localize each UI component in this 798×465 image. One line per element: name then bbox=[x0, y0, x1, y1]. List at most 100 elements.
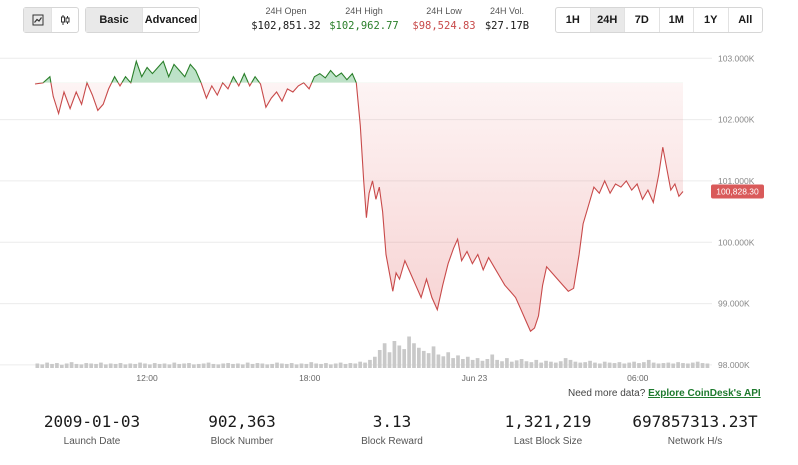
volume-bar bbox=[509, 361, 514, 368]
stat-low: 24H Low $98,524.83 bbox=[405, 6, 483, 32]
volume-bar bbox=[260, 363, 265, 368]
volume-bar bbox=[612, 363, 617, 368]
volume-bar bbox=[226, 363, 230, 368]
x-tick-label: Jun 23 bbox=[462, 373, 488, 383]
volume-bar bbox=[299, 363, 304, 368]
range-1y-button[interactable]: 1Y bbox=[693, 8, 728, 32]
volume-bar bbox=[651, 362, 656, 368]
mode-advanced-button[interactable]: Advanced bbox=[142, 8, 199, 32]
volume-bar bbox=[402, 349, 407, 368]
volume-bar bbox=[524, 361, 529, 368]
block-reward-label: Block Reward bbox=[361, 436, 423, 447]
volume-bar bbox=[568, 359, 573, 368]
volume-bar bbox=[79, 364, 84, 368]
volume-bar bbox=[84, 363, 89, 368]
x-axis: 12:00 18:00 Jun 23 06:00 bbox=[136, 373, 648, 383]
stat-high: 24H High $102,962.77 bbox=[322, 6, 406, 32]
volume-bar bbox=[64, 363, 69, 368]
volume-bar bbox=[182, 363, 186, 368]
volume-bar bbox=[514, 360, 519, 368]
volume-bar bbox=[265, 364, 270, 368]
stat-low-value: $98,524.83 bbox=[412, 20, 476, 32]
price-line bbox=[34, 59, 684, 333]
chart-type-toggle bbox=[23, 7, 79, 33]
mode-toggle: Basic Advanced bbox=[85, 7, 200, 33]
volume-bar bbox=[563, 358, 568, 368]
volume-bar bbox=[593, 362, 597, 368]
volume-bar bbox=[558, 361, 563, 368]
volume-bar bbox=[421, 350, 426, 368]
volume-bar bbox=[294, 364, 299, 368]
volume-bar bbox=[94, 363, 98, 368]
volume-bar bbox=[113, 363, 118, 368]
volume-bar bbox=[123, 364, 128, 368]
volume-bar bbox=[172, 362, 177, 368]
volume-bar bbox=[40, 364, 45, 368]
volume-bar bbox=[598, 363, 602, 368]
volume-bar bbox=[196, 363, 201, 368]
volume-bar bbox=[187, 363, 191, 368]
volume-bar bbox=[637, 363, 641, 368]
current-price-label: 100,828.30 bbox=[716, 187, 759, 197]
volume-bar bbox=[275, 362, 279, 368]
range-all-button[interactable]: All bbox=[727, 8, 763, 32]
volume-bar bbox=[289, 363, 294, 368]
volume-bar bbox=[505, 358, 509, 368]
volume-bar bbox=[270, 363, 274, 368]
volume-bar bbox=[656, 363, 661, 368]
volume-bar bbox=[373, 356, 377, 368]
range-1m-button[interactable]: 1M bbox=[658, 8, 694, 32]
y-tick-label: 102.000K bbox=[718, 115, 755, 125]
volume-bar bbox=[216, 364, 221, 368]
x-tick-label: 12:00 bbox=[136, 373, 158, 383]
volume-bar bbox=[646, 359, 651, 368]
x-tick-label: 18:00 bbox=[299, 373, 321, 383]
volume-bar bbox=[407, 336, 411, 368]
volume-bar bbox=[358, 361, 363, 368]
volume-bar bbox=[152, 363, 157, 368]
stat-volume-value: $27.17B bbox=[484, 20, 530, 32]
volume-bar bbox=[549, 361, 553, 368]
volume-bar bbox=[309, 362, 314, 368]
line-chart-button[interactable] bbox=[24, 8, 51, 32]
volume-bar bbox=[490, 354, 495, 368]
stat-high-label: 24H High bbox=[345, 6, 383, 16]
mode-basic-button[interactable]: Basic bbox=[86, 8, 142, 32]
explore-api-link[interactable]: Explore CoinDesk's API bbox=[648, 388, 761, 399]
launch-date: 2009-01-03 Launch Date bbox=[22, 412, 162, 447]
volume-bar bbox=[333, 363, 338, 368]
price-chart[interactable]: 98.000K 99.000K 100.000K 101.000K 102.000K 10… bbox=[0, 40, 798, 385]
volume-bar bbox=[465, 356, 470, 368]
volume-bar bbox=[470, 359, 475, 368]
range-7d-button[interactable]: 7D bbox=[624, 8, 659, 32]
volume-bar bbox=[99, 362, 103, 368]
volume-bar bbox=[157, 363, 162, 368]
volume-bar bbox=[377, 350, 382, 368]
block-number-label: Block Number bbox=[210, 436, 274, 447]
stat-high-value: $102,962.77 bbox=[329, 20, 399, 32]
volume-bar bbox=[681, 363, 685, 368]
x-tick-label: 06:00 bbox=[627, 373, 649, 383]
y-axis: 98.000K 99.000K 100.000K 101.000K 102.000K 10… bbox=[718, 53, 755, 370]
launch-date-value: 2009-01-03 bbox=[43, 412, 141, 431]
network-hashrate-label: Network H/s bbox=[667, 436, 723, 447]
volume-bar bbox=[671, 363, 676, 368]
volume-bar bbox=[426, 353, 431, 368]
price-area-up bbox=[43, 61, 357, 83]
volume-bar bbox=[553, 362, 558, 368]
range-24h-button[interactable]: 24H bbox=[589, 8, 624, 32]
chart-toolbar: Basic Advanced 1H 24H 7D 1M 1Y All bbox=[0, 7, 798, 35]
volume-bar bbox=[666, 362, 671, 368]
network-hashrate-value: 697857313.23T bbox=[632, 412, 758, 431]
volume-bar bbox=[441, 356, 446, 368]
range-1h-button[interactable]: 1H bbox=[565, 14, 580, 26]
candlestick-button[interactable] bbox=[51, 8, 78, 32]
volume-bar bbox=[236, 363, 240, 368]
last-block-size-value: 1,321,219 bbox=[504, 412, 592, 431]
volume-bar bbox=[622, 363, 627, 368]
volume-bar bbox=[519, 359, 524, 368]
volume-bar bbox=[602, 361, 607, 368]
volume-bar bbox=[632, 361, 636, 368]
candlestick-icon bbox=[61, 15, 70, 25]
stat-open: 24H Open $102,851.32 bbox=[246, 6, 326, 32]
